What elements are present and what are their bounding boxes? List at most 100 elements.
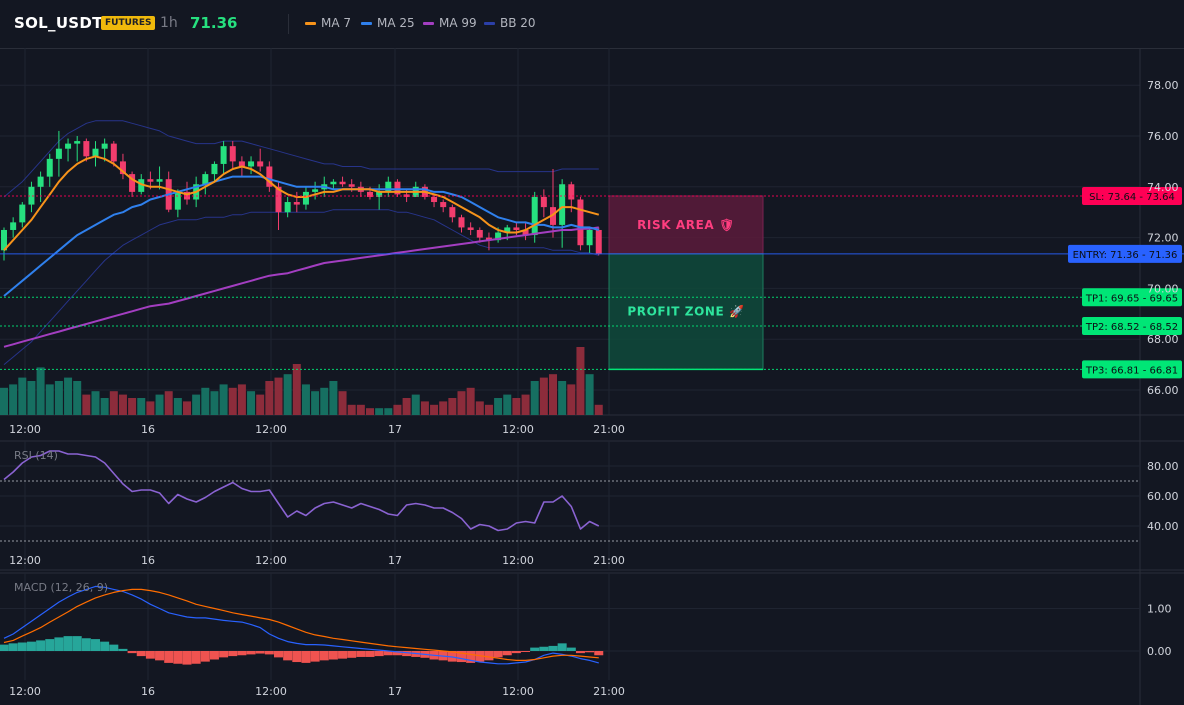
rsi-pane[interactable]: RSI (14) 40.00 60.00 80.00 <box>0 440 1184 571</box>
macd-signal-line <box>3 588 599 662</box>
candle <box>119 153 126 180</box>
y-tick-label: 66.00 <box>1147 384 1179 397</box>
candle-body <box>339 181 346 185</box>
macd-histogram-bar <box>136 651 146 657</box>
macd-histogram-bar <box>585 651 595 653</box>
x-tick-label: 12:00 <box>9 554 41 567</box>
macd-histogram-bar <box>319 651 329 661</box>
macd-line <box>3 585 599 665</box>
volume-bar <box>393 404 402 415</box>
legend-ma7[interactable]: MA 7 <box>305 16 351 30</box>
volume-bar <box>457 391 466 415</box>
candle <box>37 171 44 203</box>
candle <box>220 141 227 175</box>
volume-bar <box>420 401 429 415</box>
macd-histogram-bar <box>246 651 256 655</box>
level-tag <box>1082 186 1182 205</box>
volume-bar <box>155 394 164 415</box>
candle-body <box>394 181 401 195</box>
candle <box>211 161 218 182</box>
price-pane[interactable]: RISK AREA 🛡 PROFIT ZONE 🚀 SL: 73.64 - 73.6… <box>0 48 1184 705</box>
y-tick-label: 76.00 <box>1147 130 1179 143</box>
candle-body <box>156 179 163 182</box>
macd-histogram-bar <box>530 647 540 651</box>
legend-label: BB 20 <box>500 16 536 30</box>
volume-bar <box>329 381 338 415</box>
volume-bar <box>301 384 310 415</box>
volume-bar <box>338 391 347 415</box>
y-tick-label: 74.00 <box>1147 181 1179 194</box>
macd-histogram-bar <box>383 651 393 656</box>
candle-body <box>248 161 255 167</box>
macd-histogram-bar <box>502 651 512 656</box>
candle <box>476 227 483 243</box>
level-tag-label: TP2: 68.52 - 68.52 <box>1085 322 1178 333</box>
candle-body <box>559 184 566 225</box>
candle <box>302 186 309 210</box>
volume-bar <box>356 404 365 415</box>
volume-bar <box>9 384 18 415</box>
legend-label: MA 25 <box>377 16 415 30</box>
ma99-line <box>3 226 599 348</box>
candle <box>577 196 584 251</box>
candle-body <box>184 191 190 200</box>
symbol-name[interactable]: SOL_USDT <box>14 14 103 32</box>
macd-histogram-bar <box>118 648 128 651</box>
candle-body <box>275 186 282 213</box>
macd-histogram-bar <box>17 642 27 651</box>
macd-histogram-bar <box>392 651 402 656</box>
candle-body <box>403 194 410 197</box>
candle <box>46 153 53 187</box>
volume-bar <box>256 394 265 415</box>
legend-bb20[interactable]: BB 20 <box>484 16 536 30</box>
macd-histogram-bar <box>575 651 585 654</box>
volume-bar <box>539 377 548 415</box>
volume-bar <box>137 398 146 415</box>
volume-bar <box>45 384 54 415</box>
candle-body <box>376 191 383 197</box>
candle-body <box>1 229 7 251</box>
volume-bar <box>292 364 301 415</box>
legend-ma25[interactable]: MA 25 <box>361 16 415 30</box>
macd-histogram-bar <box>338 651 348 659</box>
candle <box>550 169 556 238</box>
macd-histogram-bar <box>457 651 466 663</box>
candle-body <box>19 204 26 223</box>
macd-pane[interactable]: MACD (12, 26, 9) 0.00 1.00 <box>0 572 1184 680</box>
x-tick-label: 21:00 <box>593 423 625 436</box>
last-price: 71.36 <box>190 14 238 32</box>
y-tick-label: 80.00 <box>1147 460 1179 473</box>
candle-body <box>28 186 35 205</box>
volume-bar <box>173 398 182 415</box>
macd-histogram-bar <box>164 651 174 663</box>
macd-histogram-bar <box>274 651 283 658</box>
candle <box>174 189 181 218</box>
candle-body <box>129 174 136 192</box>
macd-histogram-bar <box>100 641 110 651</box>
macd-histogram-bar <box>493 651 503 658</box>
y-tick-label: 70.00 <box>1147 282 1179 295</box>
header-divider <box>288 14 289 34</box>
macd-histogram-bar <box>566 647 576 651</box>
candle <box>293 191 300 213</box>
volume-bar <box>73 381 82 415</box>
timeframe-label[interactable]: 1h <box>160 15 178 31</box>
legend-ma99[interactable]: MA 99 <box>423 16 477 30</box>
ma25-line <box>3 175 600 297</box>
volume-bar <box>183 401 191 415</box>
volume-bar <box>366 408 374 415</box>
macd-histogram-bar <box>63 636 73 651</box>
macd-histogram-bar <box>145 651 155 659</box>
x-tick-label: 17 <box>388 685 402 698</box>
macd-histogram-bar <box>539 646 549 651</box>
macd-histogram-bar <box>255 651 265 654</box>
candle <box>101 138 108 162</box>
volume-bar <box>247 391 256 415</box>
macd-histogram-bar <box>200 651 210 662</box>
rsi-title: RSI (14) <box>14 449 58 462</box>
candle <box>28 181 35 213</box>
macd-histogram-bar <box>91 639 100 651</box>
macd-histogram-bar <box>36 640 46 651</box>
candle-body <box>586 229 593 246</box>
